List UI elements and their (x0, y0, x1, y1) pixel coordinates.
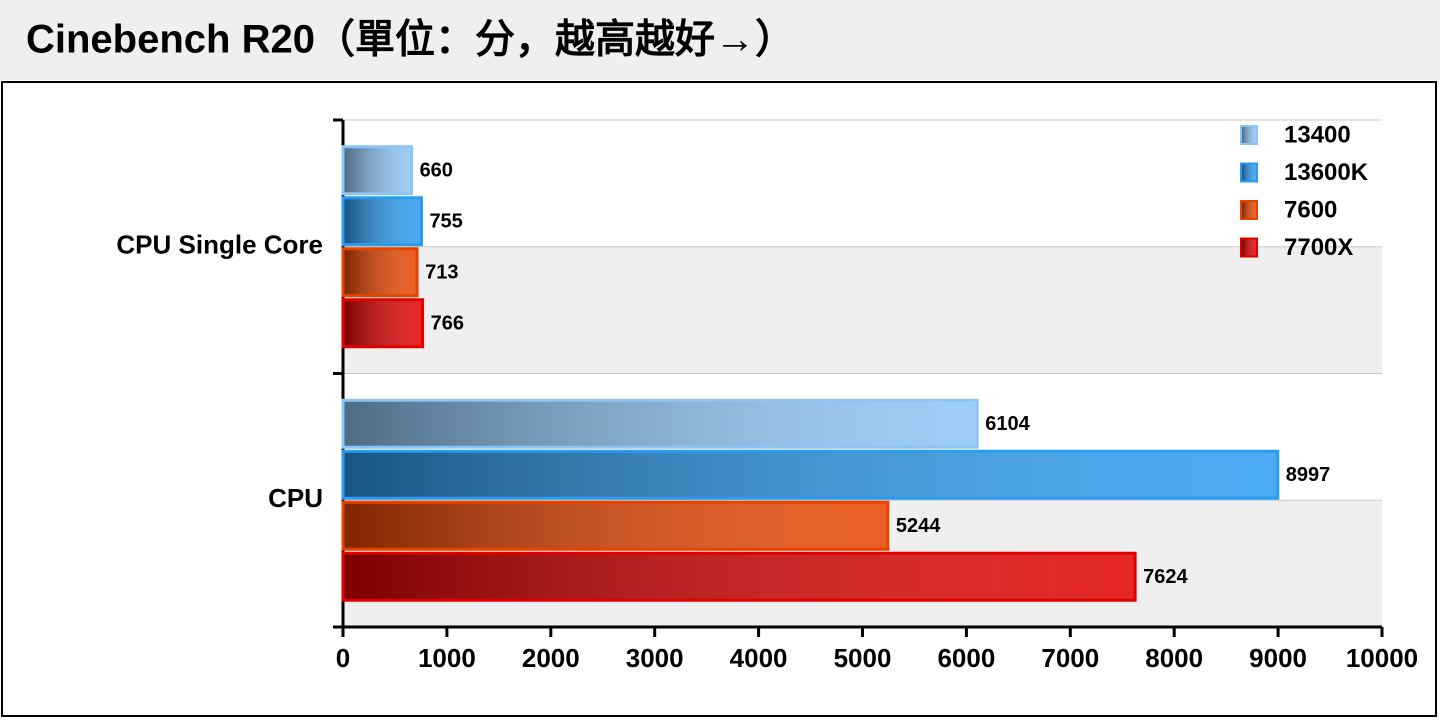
x-tick-label: 7000 (1041, 643, 1099, 673)
value-label: 713 (425, 262, 458, 284)
bar-shade (344, 250, 416, 295)
legend-label: 7600 (1284, 196, 1337, 223)
x-tick-label: 9000 (1249, 643, 1307, 673)
legend-label: 13600K (1284, 159, 1369, 186)
bar-shade (344, 452, 1277, 497)
value-label: 6104 (985, 413, 1030, 435)
value-label: 766 (431, 313, 464, 335)
chart-title: Cinebench R20（單位：分，越高越好→） (26, 18, 795, 62)
band-shade (343, 246, 1382, 374)
x-tick-label: 6000 (937, 643, 995, 673)
legend-swatch-shade (1242, 202, 1256, 218)
bar-shade (344, 199, 420, 244)
value-label: 5244 (896, 515, 941, 537)
x-tick-label: 2000 (522, 643, 580, 673)
legend-label: 13400 (1284, 121, 1351, 148)
title-bar (0, 0, 1440, 80)
x-tick-label: 3000 (626, 643, 684, 673)
legend-swatch-shade (1242, 127, 1256, 143)
x-tick-label: 8000 (1145, 643, 1203, 673)
value-label: 7624 (1143, 566, 1188, 588)
category-label: CPU Single Core (116, 230, 323, 260)
value-label: 755 (429, 211, 462, 233)
x-tick-label: 4000 (730, 643, 788, 673)
x-tick-label: 1000 (418, 643, 476, 673)
x-tick-label: 10000 (1346, 643, 1418, 673)
legend-label: 7700X (1284, 234, 1353, 261)
x-tick-label: 5000 (834, 643, 892, 673)
value-label: 8997 (1286, 464, 1331, 486)
legend-swatch-shade (1242, 164, 1256, 181)
bar-shade (344, 503, 887, 548)
bar-shade (344, 401, 976, 446)
legend-swatch-shade (1242, 239, 1256, 256)
bar-shade (344, 554, 1134, 599)
x-tick-label: 0 (336, 643, 350, 673)
bar-shade (344, 301, 422, 346)
bar-shade (344, 148, 411, 193)
value-label: 660 (420, 160, 453, 182)
category-label: CPU (268, 483, 323, 513)
